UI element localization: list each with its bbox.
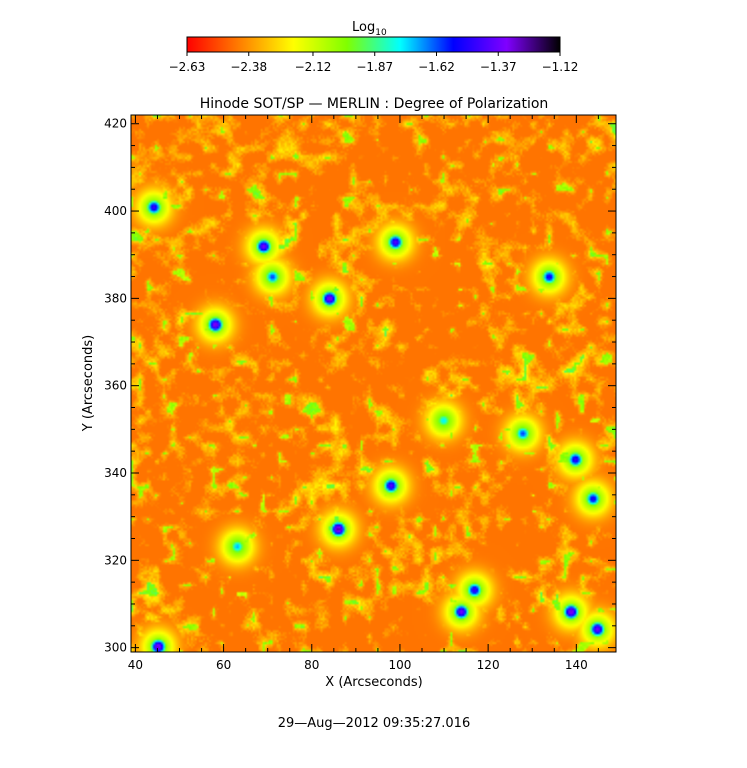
colorbar-tick-label: −2.63 xyxy=(169,60,206,74)
timestamp: 29—Aug—2012 09:35:27.016 xyxy=(278,716,470,731)
y-tick-label: 360 xyxy=(104,379,127,393)
x-tick-label: 140 xyxy=(565,658,588,672)
chart-title: Hinode SOT/SP — MERLIN : Degree of Polar… xyxy=(200,96,549,112)
colorbar: Log10 −2.63 −2.38 −2.12 −1.87 −1.62 −1.37 −1.1… xyxy=(169,20,579,74)
y-axis-label: Y (Arcseconds) xyxy=(81,335,96,432)
colorbar-tick-label: −2.38 xyxy=(230,60,267,74)
colorbar-tick-label: −2.12 xyxy=(295,60,332,74)
x-axis-label: X (Arcseconds) xyxy=(325,675,422,690)
y-tick-label: 400 xyxy=(104,204,127,218)
colorbar-tick-label: −1.37 xyxy=(480,60,517,74)
plot-frame xyxy=(130,114,617,653)
x-axis: 40 60 80 100 120 140 xyxy=(128,115,599,672)
x-tick-label: 40 xyxy=(128,658,143,672)
colorbar-label: Log10 xyxy=(352,20,387,38)
y-tick-label: 380 xyxy=(104,291,127,305)
x-tick-label: 120 xyxy=(477,658,500,672)
heatmap-image xyxy=(131,115,616,652)
y-tick-label: 300 xyxy=(104,641,127,655)
heatmap-area: 40 60 80 100 120 140 300 320 340 360 380 400 420 xyxy=(104,114,617,672)
x-tick-label: 100 xyxy=(389,658,412,672)
y-tick-label: 320 xyxy=(104,553,127,567)
colorbar-gradient xyxy=(186,36,561,53)
y-tick-label: 420 xyxy=(104,117,127,131)
colorbar-tick-label: −1.12 xyxy=(542,60,579,74)
colorbar-tick-label: −1.87 xyxy=(356,60,393,74)
colorbar-tick-label: −1.62 xyxy=(418,60,455,74)
colorbar-label-base: Log xyxy=(352,20,375,35)
y-axis: 300 320 340 360 380 400 420 xyxy=(104,117,616,655)
x-tick-label: 80 xyxy=(304,658,319,672)
colorbar-ticks: −2.63 −2.38 −2.12 −1.87 −1.62 −1.37 −1.12 xyxy=(169,52,579,74)
y-tick-label: 340 xyxy=(104,466,127,480)
colorbar-label-subscript: 10 xyxy=(375,28,387,38)
x-tick-label: 60 xyxy=(216,658,231,672)
